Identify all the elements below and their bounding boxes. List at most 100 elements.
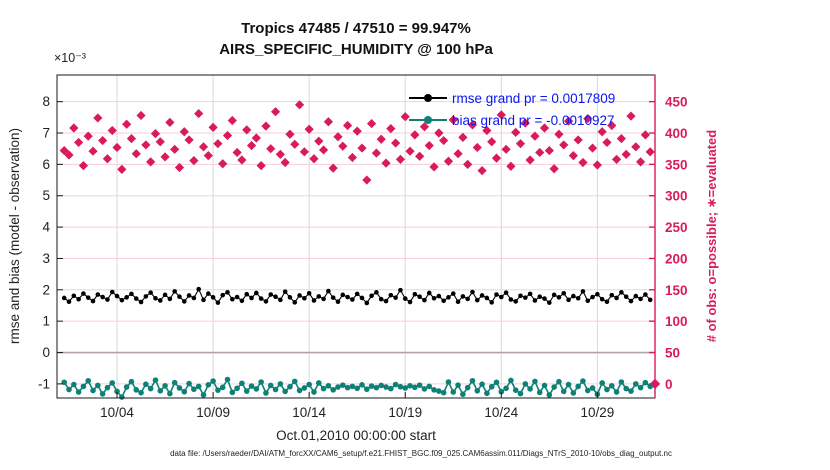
y-right-tick-label: 250 — [665, 220, 688, 235]
n-obs-marker-icon — [275, 149, 285, 159]
n-obs-marker-icon — [88, 146, 98, 156]
n-obs-marker-icon — [525, 155, 535, 165]
bias-marker-icon — [431, 387, 437, 393]
rmse-marker-icon — [398, 287, 403, 293]
n-obs-marker-icon — [93, 113, 103, 123]
rmse-marker-icon — [647, 297, 653, 303]
bias-marker-icon — [109, 380, 116, 386]
bias-marker-icon — [162, 382, 168, 389]
n-obs-marker-icon — [290, 139, 300, 149]
bias-marker-icon — [152, 377, 159, 383]
rmse-marker-icon — [230, 296, 235, 302]
n-obs-marker-icon — [491, 153, 502, 163]
rmse-marker-icon — [374, 290, 379, 295]
n-obs-marker-icon — [69, 123, 79, 133]
n-obs-marker-icon — [563, 116, 574, 126]
n-obs-marker-icon — [443, 156, 454, 166]
n-obs-marker-icon — [631, 142, 641, 152]
rmse-marker-icon — [556, 295, 562, 300]
bias-marker-icon — [248, 383, 255, 389]
rmse-marker-icon — [345, 294, 350, 300]
rmse-marker-icon — [460, 294, 466, 299]
bias-marker-icon — [493, 379, 500, 386]
legend-entry-bias: bias grand pr = -0.0010927 — [409, 113, 615, 128]
n-obs-marker-icon — [535, 147, 545, 158]
y-left-tick-label: 8 — [42, 94, 50, 109]
n-obs-marker-icon — [410, 130, 420, 140]
n-obs-marker-icon — [266, 144, 276, 154]
n-obs-marker-icon — [299, 147, 309, 157]
bias-marker-icon — [99, 391, 106, 397]
bias-marker-icon — [138, 389, 144, 396]
grid-lines — [57, 75, 655, 398]
bias-marker-icon — [623, 385, 629, 392]
bias-marker-icon — [181, 388, 188, 395]
n-obs-marker-icon — [218, 159, 228, 169]
n-obs-marker-icon — [146, 157, 156, 167]
y-left-multiplier: ×10⁻³ — [54, 51, 86, 65]
n-obs-marker-icon — [496, 110, 506, 120]
rmse-marker-icon — [585, 298, 591, 304]
rmse-marker-icon — [244, 291, 250, 297]
bias-marker-icon — [171, 379, 178, 386]
n-obs-marker-icon — [270, 107, 281, 117]
x-tick-label: 10/19 — [388, 405, 422, 420]
bias-marker-icon — [263, 390, 269, 396]
rmse-marker-icon — [292, 300, 298, 305]
bias-marker-icon — [440, 389, 447, 396]
n-obs-marker-icon — [515, 139, 526, 149]
n-obs-marker-icon — [391, 138, 401, 148]
n-obs-marker-icon — [328, 163, 338, 173]
rmse-marker-icon — [249, 295, 254, 301]
bias-marker-icon — [219, 384, 226, 391]
n-obs-marker-icon — [122, 119, 132, 129]
bias-marker-icon — [315, 380, 322, 386]
bias-marker-icon — [599, 380, 605, 386]
n-obs-marker-icon — [83, 131, 93, 141]
bias-marker-icon — [488, 383, 495, 390]
bias-marker-icon — [460, 391, 466, 398]
legend-bias-marker-icon — [424, 116, 432, 124]
n-obs-marker-icon — [463, 159, 473, 169]
y-right-tick-label: 100 — [665, 314, 688, 329]
bias-marker-icon — [359, 382, 365, 388]
n-obs-marker-icon — [602, 137, 612, 148]
rmse-marker-icon — [302, 295, 307, 301]
n-obs-marker-icon — [453, 149, 463, 159]
bias-marker-icon — [484, 390, 490, 397]
x-tick-label: 10/04 — [100, 405, 134, 420]
rmse-marker-icon — [306, 290, 312, 296]
rmse-marker-icon — [359, 295, 365, 301]
n-obs-marker-icon — [635, 157, 646, 167]
rmse-marker-icon — [268, 292, 274, 297]
n-obs-marker-icon — [170, 144, 180, 154]
rmse-marker-icon — [297, 293, 302, 298]
rmse-marker-icon — [225, 290, 230, 295]
n-obs-marker-icon — [314, 136, 324, 146]
bias-marker-icon — [604, 386, 610, 393]
bias-marker-icon — [234, 385, 240, 392]
rmse-marker-icon — [470, 289, 475, 295]
rmse-marker-icon — [201, 297, 206, 303]
bias-marker-icon — [253, 386, 260, 392]
bias-marker-icon — [397, 383, 404, 390]
bias-marker-icon — [119, 394, 125, 400]
bias-marker-icon — [383, 384, 389, 390]
rmse-marker-icon — [129, 291, 134, 297]
y-right-tick-label: 50 — [665, 346, 680, 361]
n-obs-marker-icon — [251, 133, 261, 143]
bias-marker-icon — [210, 378, 216, 384]
bias-marker-icon — [306, 381, 312, 388]
n-obs-marker-icon — [213, 139, 223, 149]
bias-marker-icon — [546, 392, 553, 398]
y-left-tick-label: 1 — [42, 314, 50, 329]
rmse-marker-icon — [326, 288, 331, 294]
rmse-marker-icon — [441, 298, 446, 304]
n-obs-marker-icon — [439, 135, 449, 146]
rmse-marker-icon — [484, 295, 490, 301]
rmse-marker-icon — [273, 294, 278, 300]
n-obs-marker-icon — [376, 134, 386, 144]
n-obs-marker-icon — [198, 142, 209, 152]
rmse-marker-icon — [335, 299, 341, 305]
rmse-marker-icon — [619, 290, 624, 295]
